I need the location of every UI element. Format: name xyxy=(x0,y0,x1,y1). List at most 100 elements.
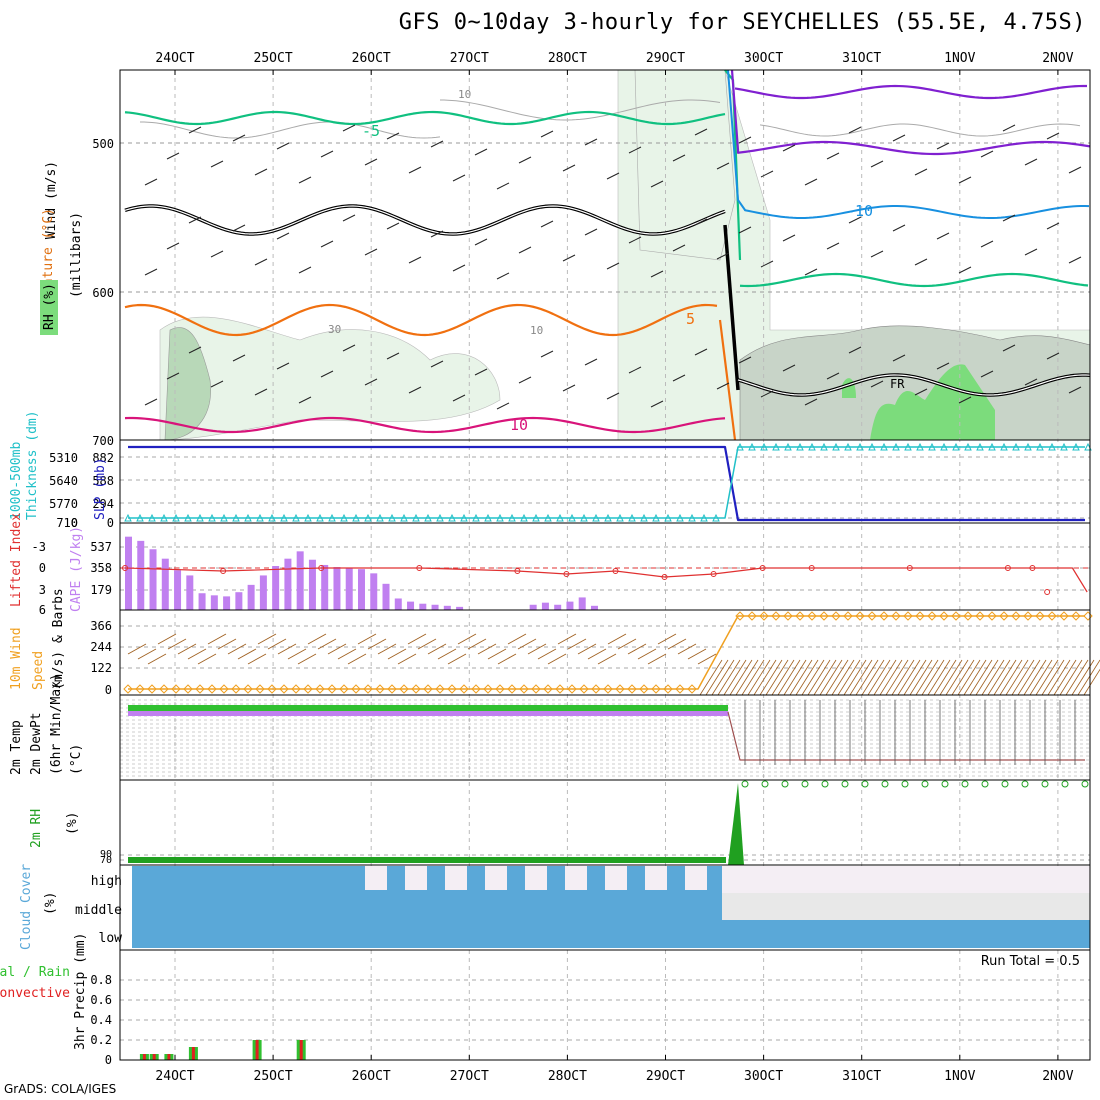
wind-barb-shaft xyxy=(1068,256,1082,264)
wind-barb xyxy=(364,158,378,166)
wind-barb xyxy=(760,260,774,268)
wind-barb xyxy=(891,659,915,696)
wind-barb xyxy=(606,172,620,180)
wind-barb xyxy=(1029,659,1053,696)
wind-barb-shaft xyxy=(518,376,532,384)
wind-speed-marker xyxy=(663,684,673,694)
thickness-marker xyxy=(640,513,648,522)
wind-barb xyxy=(716,382,730,390)
wind-barb xyxy=(826,242,840,250)
wind-barb-shaft xyxy=(342,124,356,132)
wind-barb-shaft xyxy=(232,354,246,362)
wind-barb-shaft xyxy=(276,362,290,370)
thickness-marker xyxy=(760,442,768,451)
wind-barb-shaft xyxy=(782,364,796,372)
x-tick-label-top: 31OCT xyxy=(842,51,881,66)
wind-speed-marker xyxy=(1059,611,1069,621)
wind-barb-shaft xyxy=(540,130,554,138)
wind-barb xyxy=(447,653,467,665)
wind-barb-shaft xyxy=(298,396,312,404)
y-tick-label: 0.6 xyxy=(90,993,112,1007)
wind-barb xyxy=(921,659,945,696)
slp-line xyxy=(128,445,1085,522)
wind-barb-shaft xyxy=(672,244,686,252)
wind-barb xyxy=(507,633,527,645)
cape-bar xyxy=(578,597,586,610)
wind-barb xyxy=(738,356,752,364)
thickness-marker xyxy=(460,513,468,522)
lifted-index-marker xyxy=(318,565,325,571)
wind-barb xyxy=(207,633,227,645)
wind-barb xyxy=(628,366,642,374)
lifted-index-marker xyxy=(563,571,570,577)
wind-speed-marker xyxy=(867,611,877,621)
y-tick-label: low xyxy=(99,931,123,946)
y-axis-label: (millibars) xyxy=(69,212,84,298)
thickness-marker xyxy=(676,513,684,522)
cape-bar xyxy=(357,569,365,610)
wind-barb xyxy=(843,659,867,696)
wind-speed-marker xyxy=(555,684,565,694)
wind-barb-shaft xyxy=(364,378,378,386)
wind-speed-marker xyxy=(375,684,385,694)
wind-speed-marker xyxy=(387,684,397,694)
wind-barb-shaft xyxy=(210,250,224,258)
cloud-cover-gap xyxy=(605,866,627,890)
wind-barb xyxy=(795,659,819,696)
thickness-marker xyxy=(568,513,576,522)
wind-barb xyxy=(144,178,158,186)
wind-speed-marker xyxy=(807,611,817,621)
cape-bar xyxy=(382,583,390,610)
wind-barb xyxy=(217,638,237,650)
wind-speed-marker xyxy=(231,684,241,694)
lifted-index-marker xyxy=(759,565,766,571)
wind-barb xyxy=(537,648,557,660)
wind-barb xyxy=(597,653,617,665)
cape-bar xyxy=(308,559,316,610)
rh-2m-marker xyxy=(801,780,809,788)
cape-bar xyxy=(137,540,145,610)
thickness-marker xyxy=(544,513,552,522)
wind-barb xyxy=(826,372,840,380)
wind-barb xyxy=(914,168,928,176)
wind-barb xyxy=(999,659,1023,696)
wind-barb xyxy=(147,653,167,665)
wind-barb xyxy=(870,250,884,258)
wind-barb-shaft xyxy=(936,232,950,240)
wind-barb-shaft xyxy=(540,220,554,228)
wind-barb-shaft xyxy=(1024,248,1038,256)
wind-barb xyxy=(276,232,290,240)
wind-barb xyxy=(166,152,180,160)
wind-speed-marker xyxy=(615,684,625,694)
wind-barb-shaft xyxy=(496,402,510,410)
wind-barb-shaft xyxy=(1068,386,1082,394)
wind-speed-marker xyxy=(243,684,253,694)
wind-barb-shaft xyxy=(474,148,488,156)
wind-speed-marker xyxy=(735,611,745,621)
wind-barb-shaft xyxy=(716,382,730,390)
wind-speed-marker xyxy=(1047,611,1057,621)
x-tick-label-bottom: 1NOV xyxy=(944,1069,975,1084)
wind-barb xyxy=(697,653,717,665)
wind-barb xyxy=(958,396,972,404)
wind-barb-shaft xyxy=(694,348,708,356)
thickness-marker xyxy=(916,442,924,451)
wind-barb xyxy=(518,246,532,254)
wind-speed-marker xyxy=(915,611,925,621)
wind-barb-shaft xyxy=(782,144,796,152)
wind-barb xyxy=(474,148,488,156)
y-axis-label: Cloud Cover xyxy=(19,864,34,950)
wind-speed-marker xyxy=(771,611,781,621)
wind-barb xyxy=(760,170,774,178)
wind-barb xyxy=(885,659,909,696)
cape-bar xyxy=(321,564,329,610)
wind-barb-shaft xyxy=(584,358,598,366)
wind-barb-shaft xyxy=(804,398,818,406)
wind-barb xyxy=(127,643,147,655)
wind-barb xyxy=(298,176,312,184)
wind-barb xyxy=(1024,378,1038,386)
thickness-marker xyxy=(616,513,624,522)
contour-label: 10 xyxy=(510,416,528,434)
wind-barb xyxy=(1077,659,1100,696)
wind-barb xyxy=(849,659,873,696)
